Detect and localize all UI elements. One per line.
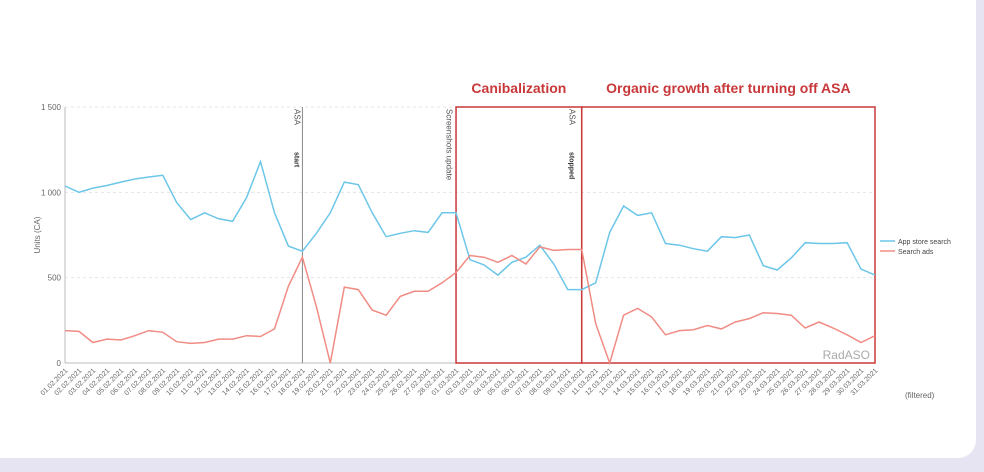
y-tick-label: 1 000 [41,188,62,197]
legend-label: Search ads [898,249,934,256]
region-box [580,106,876,364]
legend-label: App store search [898,239,951,246]
marker-label: ASA [292,109,301,126]
y-axis-label: Units (CA) [33,216,42,253]
card [0,0,976,458]
marker-sublabel: start [292,152,299,168]
region-label: Organic growth after turning off ASA [606,80,850,96]
y-tick-label: 1 500 [41,103,62,112]
marker-label: ASA [568,109,577,126]
region-box [455,106,583,364]
watermark: RadASO [823,348,870,362]
y-tick-label: 0 [57,359,62,368]
marker-label: Screenshots update [445,109,454,181]
marker-sublabel: stopped [568,152,575,179]
series-line [64,246,876,366]
footnote: (filtered) [905,391,935,400]
y-tick-label: 500 [48,274,62,283]
region-label: Canibalization [471,80,566,96]
series-line [64,159,876,291]
